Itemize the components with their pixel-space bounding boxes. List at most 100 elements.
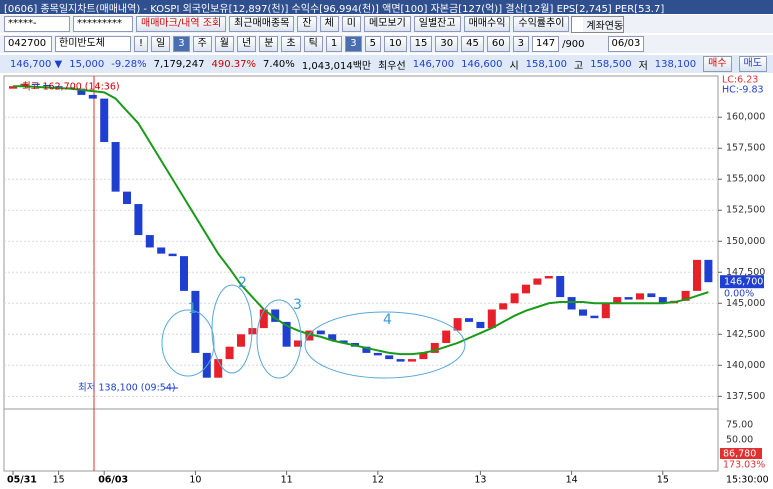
period-button[interactable]: 5 (364, 36, 381, 52)
candle-body (510, 293, 519, 304)
period-button[interactable]: 3 (173, 36, 190, 52)
candle-body (419, 352, 428, 360)
group-label: 3 (293, 297, 302, 313)
quote-field: 158,500 (590, 58, 632, 70)
quote-field: 고 (574, 60, 584, 72)
y-tick-label: 160,000 (726, 112, 765, 123)
candle-body (567, 297, 576, 310)
candle-body (681, 290, 690, 301)
hc-label: HC:-9.83 (722, 85, 764, 96)
toolbar-button[interactable]: 일별잔고 (413, 16, 461, 32)
y-tick-label: 157,500 (726, 143, 765, 154)
candle-body (20, 83, 29, 87)
date-input[interactable]: 06/03 (607, 36, 645, 52)
period-button[interactable]: 년 (237, 36, 257, 52)
period-button[interactable]: 10 (383, 36, 407, 52)
candle-body (134, 204, 143, 236)
toolbar-button[interactable]: 수익률추이 (513, 16, 570, 32)
y-tick-label: 147,500 (726, 267, 765, 278)
group-label: 4 (383, 312, 392, 328)
candle-body (442, 330, 451, 343)
period-button[interactable]: 3 (512, 36, 529, 52)
candle-body (556, 275, 565, 298)
group-label: 1 (188, 301, 197, 317)
period-button[interactable]: ! (134, 36, 149, 52)
candle-body (522, 284, 530, 294)
lower-tick: 75.00 (726, 420, 753, 431)
quote-field: 146,600 (461, 58, 503, 70)
password-input[interactable]: ********* (73, 16, 133, 32)
candle-body (579, 309, 587, 316)
period-button[interactable]: 45 (461, 36, 484, 52)
toolbar-button[interactable]: 잔 (297, 16, 317, 32)
checkbox-label[interactable]: 계좌연동 (571, 15, 625, 33)
quote-field: 7.40% (263, 58, 295, 70)
quote-bar: 146,700 ▼ 15,000 -9.28% 7,179,247 490.37% 7.4… (0, 55, 773, 73)
candle-body (225, 346, 234, 360)
quote-field: 146,700 (412, 58, 455, 70)
candle-body (704, 259, 713, 283)
candle-body (465, 318, 473, 322)
x-tick-label: 14 (566, 475, 578, 486)
toolbar-button[interactable]: 매매마크/내역 조회 (136, 16, 227, 32)
toolbar-button[interactable]: 미 (341, 16, 361, 32)
candle-body (123, 191, 131, 205)
y-tick-label: 152,500 (726, 205, 765, 216)
candle-body (88, 94, 97, 99)
candle-body (658, 297, 667, 304)
candle-body (237, 334, 245, 347)
x-tick-label: 15 (53, 475, 65, 486)
period-button[interactable]: 분 (259, 36, 279, 52)
quote-field: 158,100 (525, 58, 567, 70)
toolbar-button[interactable]: 최근매매종목 (229, 16, 295, 32)
period-button[interactable]: 30 (435, 36, 459, 52)
group-ellipse (211, 284, 253, 374)
period-button[interactable]: 일 (151, 36, 171, 52)
x-tick-label: 11 (281, 475, 293, 486)
y-tick-label: 155,000 (726, 174, 765, 185)
candle-body (316, 330, 325, 335)
candle-body (282, 321, 291, 347)
stock-name[interactable]: 한미반도체 (55, 36, 131, 52)
candle-body (613, 297, 622, 304)
toolbar-button[interactable]: 매매수익 (463, 16, 511, 32)
quote-field: 시 (509, 60, 519, 72)
candle-body (476, 321, 485, 329)
group-label: 2 (238, 275, 247, 291)
title-bar: [0606] 종목일지차트(매매내역) - KOSPI 외국인보유[12,897… (0, 0, 773, 14)
volume-box (720, 448, 762, 459)
period-button[interactable]: 주 (192, 36, 212, 52)
candle-body (31, 83, 40, 85)
toolbar-button[interactable]: 메모보기 (363, 16, 411, 32)
order-button[interactable]: 매도 (738, 56, 767, 72)
candle-body (43, 84, 52, 87)
account-input[interactable]: *****- (4, 16, 70, 32)
candle-body (533, 278, 542, 285)
count-input[interactable]: 147 (531, 36, 560, 52)
candle-body (180, 256, 188, 291)
candle-body (305, 330, 314, 341)
chart: 137,500 140,000 142,500 145,000 147,500 150,0… (3, 75, 769, 486)
toolbar-button[interactable]: 체 (319, 16, 339, 32)
period-button[interactable]: 초 (281, 36, 301, 52)
period-button[interactable]: 1 (325, 36, 343, 52)
current-pct: 0.00% (724, 289, 754, 300)
candle-body (168, 253, 177, 257)
period-button[interactable]: 60 (486, 36, 510, 52)
period-button[interactable]: 월 (214, 36, 234, 52)
period-button[interactable]: 3 (345, 36, 362, 52)
quote-field: 7,179,247 (153, 58, 205, 70)
candle-body (9, 86, 17, 89)
quote-field: 최우선 (378, 60, 406, 72)
code-input[interactable]: 042700 (4, 36, 52, 52)
order-button[interactable]: 매수 (703, 56, 732, 72)
candle-body (362, 346, 371, 353)
candle-body (373, 352, 382, 356)
candle-body (328, 334, 337, 341)
quote-field: 1,043,014백만 (301, 60, 372, 72)
period-button[interactable]: 틱 (303, 36, 323, 52)
candle-body (487, 309, 496, 329)
candle-body (77, 88, 86, 95)
period-button[interactable]: 15 (409, 36, 433, 52)
